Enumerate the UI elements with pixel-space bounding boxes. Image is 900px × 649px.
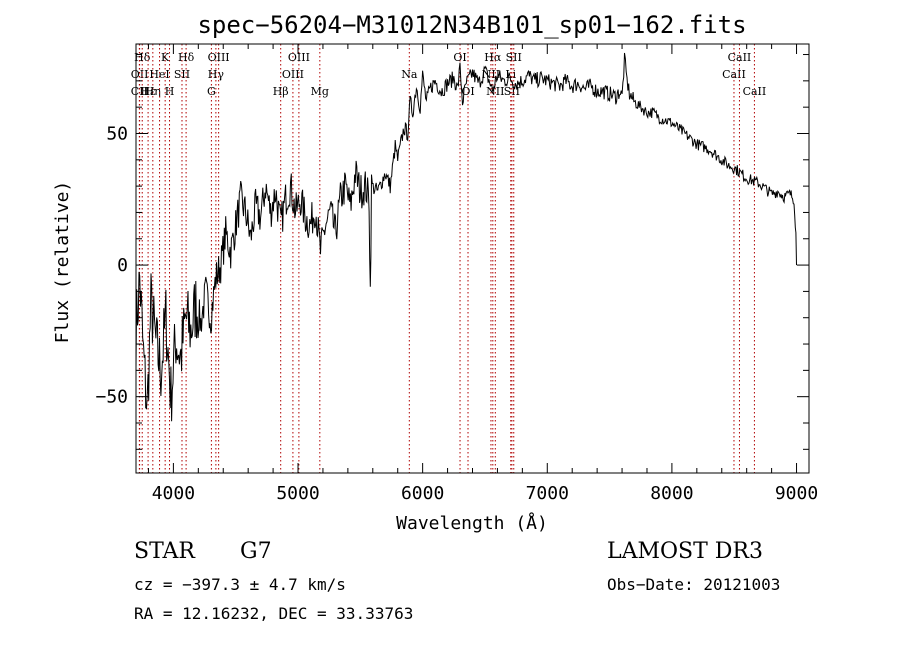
spectrum-series (135, 52, 797, 422)
line-label: NII (486, 85, 504, 98)
y-tick-label: 0 (117, 255, 128, 276)
y-tick-label: 50 (106, 123, 128, 144)
line-label: SII (504, 85, 520, 98)
line-label: CaII (728, 51, 752, 64)
y-tick-label: −50 (95, 387, 128, 408)
observation-date: Obs−Date: 20121003 (607, 575, 780, 594)
line-label: OI (453, 51, 466, 64)
line-label: Na (401, 68, 418, 81)
y-axis-label: Flux (relative) (52, 181, 73, 344)
line-label: OI (461, 85, 474, 98)
line-label: Li (505, 68, 516, 81)
line-label: OIII (288, 51, 310, 64)
line-label: HeI (149, 68, 169, 81)
line-label: G (207, 85, 216, 98)
line-label: OIII (282, 68, 304, 81)
spectrum-line (135, 52, 797, 422)
line-label: Hη (145, 85, 161, 98)
redshift-value: cz = −397.3 ± 4.7 km/s (134, 575, 346, 594)
x-tick-label: 9000 (775, 483, 818, 504)
line-label: Mg (311, 85, 329, 98)
object-class: STAR (134, 539, 196, 564)
x-tick-label: 4000 (152, 483, 195, 504)
line-label: SII (174, 68, 190, 81)
survey-name: LAMOST DR3 (607, 539, 763, 564)
axis-ticks: 4000 5000 6000 7000 8000 9000 −50 0 50 (95, 44, 818, 504)
line-label: CII (131, 85, 148, 98)
object-subclass: G7 (240, 539, 272, 564)
x-tick-label: 7000 (526, 483, 569, 504)
line-label: H (165, 85, 175, 98)
line-label: Hδ (178, 51, 195, 64)
line-label: CaII (743, 85, 767, 98)
coordinates: RA = 12.16232, DEC = 33.33763 (134, 604, 413, 623)
line-label: OII (131, 68, 149, 81)
line-label: SII (506, 51, 522, 64)
x-tick-label: 5000 (276, 483, 319, 504)
x-tick-label: 8000 (650, 483, 693, 504)
line-label: CaII (722, 68, 746, 81)
line-label: Hα (484, 51, 502, 64)
x-axis-label: Wavelength (Å) (396, 512, 548, 534)
line-label: OIII (208, 51, 230, 64)
chart-title: spec−56204−M31012N34B101_sp01−162.fits (197, 11, 746, 39)
line-label: Hβ (273, 85, 289, 98)
line-label: K (161, 51, 170, 64)
line-label: Hε (140, 85, 156, 98)
line-label: Hγ (208, 68, 225, 81)
x-tick-label: 6000 (401, 483, 444, 504)
